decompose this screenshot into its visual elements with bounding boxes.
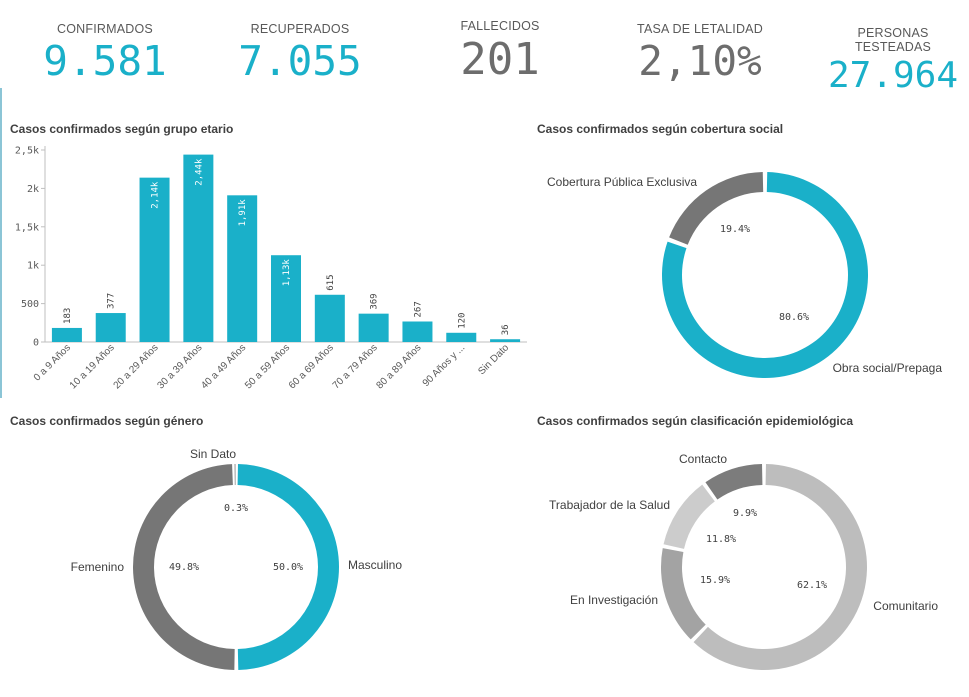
slice-percent-label: 0.3% [224,503,248,514]
x-category-label: 10 a 19 Años [68,342,117,391]
y-tick-label: 2k [27,184,39,195]
bar [51,327,82,342]
kpi-value: 9.581 [43,37,167,85]
kpi-value: 2,10% [638,37,762,85]
slice-percent-label: 15.9% [700,575,730,586]
bar-value-label: 369 [370,293,380,309]
x-category-label: 50 a 59 Años [243,342,292,391]
bar-value-label: 1,13k [282,259,292,287]
kpi-fallecidos[interactable]: FALLECIDOS 201 [425,0,575,100]
coverage-donut-chart[interactable]: 19.4% Cobertura Pública Exclusiva 80.6% Obr… [530,140,969,410]
epi-chart-title: Casos confirmados según clasificación ep… [537,414,854,428]
donut-slice [669,172,764,245]
gender-chart-title: Casos confirmados según género [10,414,204,428]
kpi-label: TASA DE LETALIDAD [637,22,763,36]
slice-percent-label: 11.8% [706,534,736,545]
bar [227,195,258,342]
bar [95,313,126,342]
donut-slice [705,464,763,500]
slice-percent-label: 19.4% [720,224,750,235]
bar [490,339,521,342]
bar-value-label: 2,44k [194,158,204,186]
slice-name-label: Femenino [71,560,125,574]
x-category-label: 60 a 69 Años [287,342,336,391]
slice-percent-label: 9.9% [733,508,757,519]
kpi-personas-testeadas[interactable]: PERSONAS TESTEADAS 27.964 [818,0,968,100]
left-edge-accent [0,88,2,398]
kpi-label: PERSONAS TESTEADAS [854,26,932,54]
slice-name-label: Contacto [679,452,727,466]
slice-name-label: Comunitario [873,599,938,613]
age-chart-title: Casos confirmados según grupo etario [10,122,234,136]
age-bar-chart[interactable]: 0 500 1k 1,5k 2k 2,5k 183 0 a 9 Años 377 10 a 19 … [0,130,540,410]
slice-name-label: Masculino [348,558,402,572]
kpi-label: RECUPERADOS [250,22,350,36]
donut-slice [133,464,235,670]
x-category-label: 40 a 49 Años [199,342,248,391]
x-category-label: Sin Dato [476,342,511,377]
y-tick-label: 2,5k [15,146,39,157]
bar-value-label: 1,91k [238,199,248,227]
bar [314,294,345,342]
x-category-label: 90 Años y ... [421,342,468,389]
epi-donut-chart[interactable]: 62.1% Comunitario 15.9% En Investigación 11.… [530,430,969,697]
bar-value-label: 615 [326,275,336,291]
slice-percent-label: 49.8% [169,562,199,573]
kpi-tasa-letalidad[interactable]: TASA DE LETALIDAD 2,10% [620,0,780,100]
slice-name-label: Trabajador de la Salud [549,498,670,512]
bar-value-label: 36 [501,324,511,335]
bar-value-label: 267 [413,301,423,317]
donut-slice [237,464,339,670]
bar [358,313,389,342]
slice-percent-label: 50.0% [273,562,303,573]
bar [183,154,214,342]
donut-slice [234,464,236,486]
slice-percent-label: 80.6% [779,312,809,323]
kpi-value: 27.964 [827,55,959,96]
slice-name-label: Obra social/Prepaga [833,361,943,375]
x-category-label: 70 a 79 Años [331,342,380,391]
x-category-label: 0 a 9 Años [32,342,73,383]
kpi-recuperados[interactable]: RECUPERADOS 7.055 [225,0,375,100]
bar-value-label: 120 [457,313,467,329]
slice-percent-label: 62.1% [797,580,827,591]
y-tick-label: 1,5k [15,222,39,233]
kpi-value: 7.055 [238,37,362,85]
y-tick-label: 1k [27,261,39,272]
donut-slice [693,464,867,670]
y-tick-label: 0 [33,338,39,349]
bar [139,177,170,342]
bar [271,255,301,342]
x-category-label: 20 a 29 Años [112,342,161,391]
kpi-value: 201 [460,34,540,85]
kpi-confirmados[interactable]: CONFIRMADOS 9.581 [30,0,180,100]
slice-name-label: En Investigación [570,593,658,607]
donut-slice [663,484,715,549]
y-tick-label: 500 [21,299,39,310]
coverage-chart-title: Casos confirmados según cobertura social [537,122,784,136]
bar [402,321,433,342]
x-category-label: 80 a 89 Años [375,342,424,391]
bar-value-label: 183 [63,308,73,324]
kpi-label: CONFIRMADOS [57,22,153,36]
slice-name-label: Sin Dato [190,447,236,461]
slice-name-label: Cobertura Pública Exclusiva [547,175,697,189]
donut-slice [661,548,706,640]
gender-donut-chart[interactable]: 50.0% Masculino 49.8% Femenino 0.3% Sin Dato [0,430,530,697]
kpi-label: FALLECIDOS [460,19,540,33]
bar-value-label: 377 [107,293,117,309]
x-category-label: 30 a 39 Años [155,342,204,391]
bar [446,332,477,342]
bar-value-label: 2,14k [151,181,161,209]
